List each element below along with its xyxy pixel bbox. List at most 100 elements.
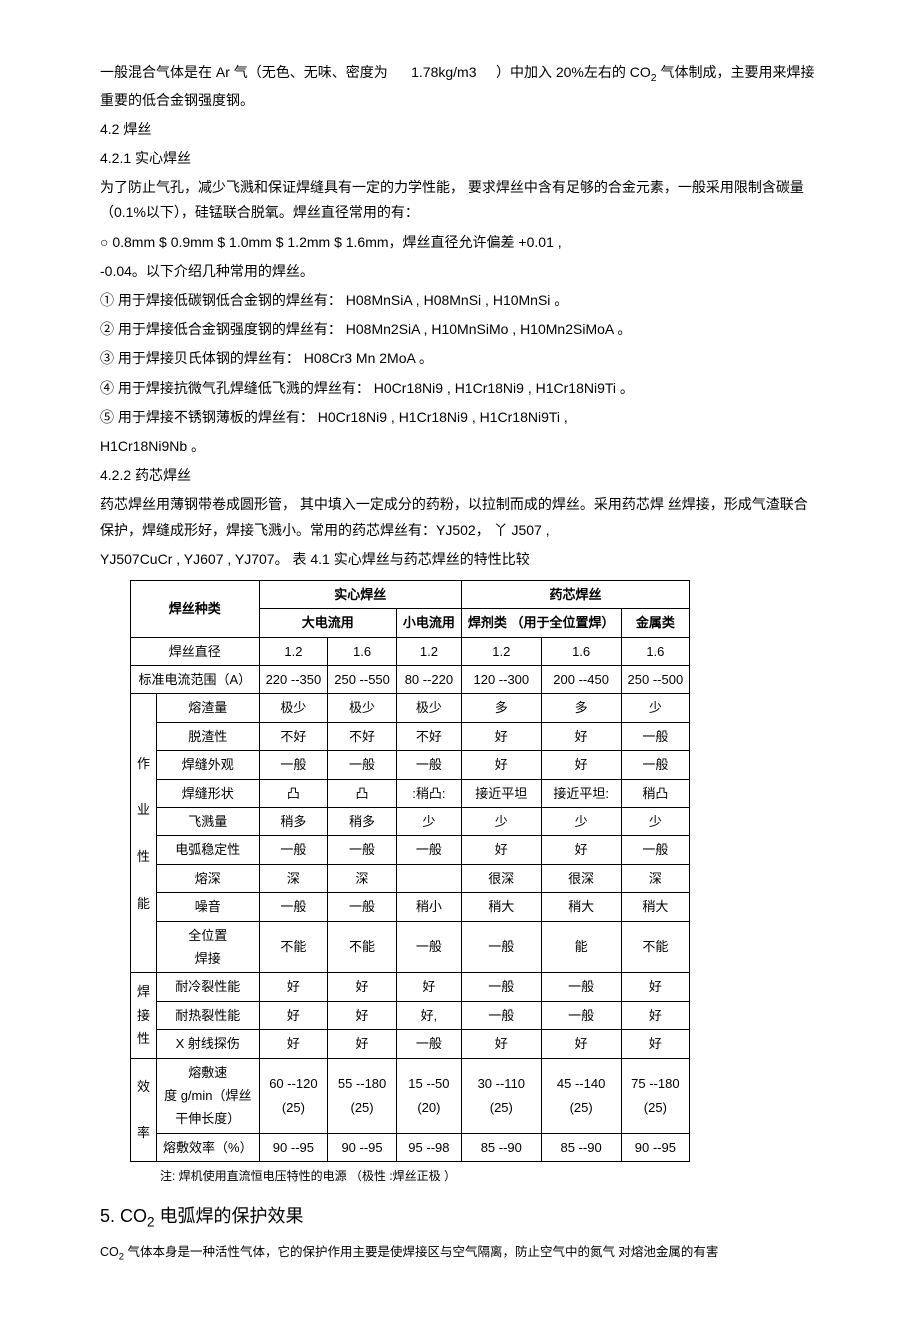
cell: 1.6 — [328, 637, 397, 665]
cell: 稍多 — [328, 808, 397, 836]
cell: 60 --120(25) — [259, 1058, 328, 1133]
cell: 接近平坦: — [541, 779, 621, 807]
list-item: ② 用于焊接低合金钢强度钢的焊丝有： H08Mn2SiA , H10MnSiMo… — [100, 317, 820, 342]
row-label: 熔敷速度 g/min（焊丝干伸长度） — [157, 1058, 260, 1133]
cell: 75 --180(25) — [621, 1058, 690, 1133]
text: (25) — [570, 1100, 593, 1115]
cell: 不能 — [328, 921, 397, 973]
row-label: 熔深 — [157, 864, 260, 892]
table-row: 熔敷效率（%） 90 --9590 --9595 --9885 --9085 -… — [131, 1133, 690, 1161]
cell: 一般 — [328, 836, 397, 864]
text: CO — [100, 1245, 119, 1259]
table-row: 效率 熔敷速度 g/min（焊丝干伸长度） 60 --120(25) 55 --… — [131, 1058, 690, 1133]
row-label: 焊丝直径 — [131, 637, 260, 665]
th: 小电流用 — [396, 609, 461, 637]
table-row: 脱渣性 不好不好不好好好一般 — [131, 722, 690, 750]
table-row: 熔深 深深很深很深深 — [131, 864, 690, 892]
cell: 好, — [396, 1001, 461, 1029]
text: 一般混合气体是在 Ar 气（无色、无味、密度为 — [100, 64, 388, 80]
cell: 90 --95 — [328, 1133, 397, 1161]
cell: 一般 — [259, 836, 328, 864]
text: 全位置 — [188, 928, 227, 943]
cell: :稍凸: — [396, 779, 461, 807]
cell: 凸 — [328, 779, 397, 807]
cell: 好 — [461, 1030, 541, 1058]
th: 焊剂类 （用于全位置焊） — [461, 609, 621, 637]
list-item: ① 用于焊接低碳钢低合金钢的焊丝有： H08MnSiA , H08MnSi , … — [100, 288, 820, 313]
section-heading: 4.2 焊丝 — [100, 117, 820, 142]
cell: 一般 — [461, 1001, 541, 1029]
cell: 稍大 — [541, 893, 621, 921]
cell: 稍多 — [259, 808, 328, 836]
cell — [396, 864, 461, 892]
cell: 极少 — [396, 694, 461, 722]
th: 金属类 — [621, 609, 690, 637]
row-label: 熔渣量 — [157, 694, 260, 722]
cell: 120 --300 — [461, 666, 541, 694]
list-item: ④ 用于焊接抗微气孔焊缝低飞溅的焊丝有： H0Cr18Ni9 , H1Cr18N… — [100, 376, 820, 401]
cell: 好 — [328, 1001, 397, 1029]
cell: 很深 — [461, 864, 541, 892]
th: 大电流用 — [259, 609, 396, 637]
cell: 很深 — [541, 864, 621, 892]
cell: 220 --350 — [259, 666, 328, 694]
cell: 稍大 — [621, 893, 690, 921]
cell: 85 --90 — [461, 1133, 541, 1161]
row-label: 电弧稳定性 — [157, 836, 260, 864]
group-label: 焊接性 — [131, 973, 157, 1058]
row-label: 焊缝外观 — [157, 751, 260, 779]
cell: 少 — [541, 808, 621, 836]
row-label: 全位置焊接 — [157, 921, 260, 973]
cell: 好 — [621, 973, 690, 1001]
text: 气体本身是一种活性气体，它的保护作用主要是使焊接区与空气隔离，防止空气中的氮气 … — [124, 1245, 718, 1259]
text: 电弧焊的保护效果 — [155, 1206, 304, 1226]
row-label: 噪音 — [157, 893, 260, 921]
paragraph: 一般混合气体是在 Ar 气（无色、无味、密度为 1.78kg/m3 ）中加入 2… — [100, 60, 820, 113]
table-row: 焊缝形状 凸凸:稍凸:接近平坦接近平坦:稍凸 — [131, 779, 690, 807]
table-row: 作业性能 熔渣量 极少极少极少多多少 — [131, 694, 690, 722]
cell: 稍凸 — [621, 779, 690, 807]
cell: 接近平坦 — [461, 779, 541, 807]
cell: 深 — [621, 864, 690, 892]
row-label: 耐冷裂性能 — [157, 973, 260, 1001]
row-label: X 射线探伤 — [157, 1030, 260, 1058]
cell: 好 — [541, 1030, 621, 1058]
cell: 一般 — [396, 751, 461, 779]
text: 5. CO — [100, 1206, 147, 1226]
cell: 200 --450 — [541, 666, 621, 694]
cell: 1.2 — [461, 637, 541, 665]
th-solid: 实心焊丝 — [259, 580, 461, 608]
cell: 1.2 — [396, 637, 461, 665]
table-row: 焊缝外观 一般一般一般好好一般 — [131, 751, 690, 779]
cell: 好 — [259, 973, 328, 1001]
cell: 不能 — [621, 921, 690, 973]
cell: 一般 — [259, 893, 328, 921]
cell: 深 — [259, 864, 328, 892]
text: 45 --140 — [557, 1076, 605, 1091]
row-label: 耐热裂性能 — [157, 1001, 260, 1029]
cell: 少 — [621, 808, 690, 836]
table-row: 焊丝直径 1.2 1.6 1.2 1.2 1.6 1.6 — [131, 637, 690, 665]
cell: 一般 — [541, 1001, 621, 1029]
cell: 好 — [461, 836, 541, 864]
text: 60 --120 — [269, 1076, 317, 1091]
text: 度 g/min（焊丝 — [164, 1088, 251, 1103]
text: 熔敷速 — [188, 1065, 227, 1080]
th-flux: 药芯焊丝 — [461, 580, 689, 608]
text: 55 --180 — [338, 1076, 386, 1091]
text: 1.78kg/m3 — [411, 64, 476, 80]
section-heading: 4.2.1 实心焊丝 — [100, 146, 820, 171]
text: 75 --180 — [631, 1076, 679, 1091]
cell: 好 — [259, 1001, 328, 1029]
cell: 不好 — [259, 722, 328, 750]
th-type: 焊丝种类 — [131, 580, 260, 637]
cell: 好 — [461, 722, 541, 750]
cell: 不好 — [328, 722, 397, 750]
cell: 少 — [396, 808, 461, 836]
cell: 稍大 — [461, 893, 541, 921]
cell: 95 --98 — [396, 1133, 461, 1161]
cell: 250 --550 — [328, 666, 397, 694]
cell: 极少 — [328, 694, 397, 722]
cell: 一般 — [396, 836, 461, 864]
group-label: 效率 — [131, 1058, 157, 1162]
